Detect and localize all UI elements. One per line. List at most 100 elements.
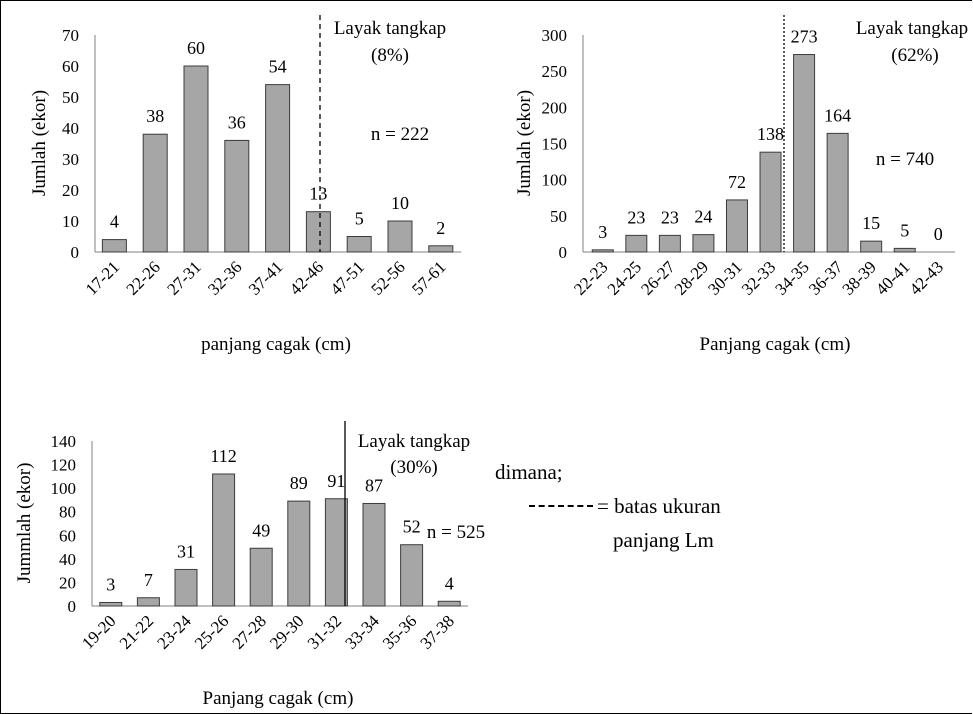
chart3-value-label: 49	[252, 520, 270, 540]
chart1-x-tick-label: 32-36	[204, 257, 245, 298]
chart1-bar	[224, 139, 250, 253]
chart1-x-tick-label: 17-21	[82, 257, 123, 298]
chart2-value-label: 3	[598, 222, 607, 242]
chart3-value-label: 3	[106, 574, 115, 594]
chart2-x-tick-label: 24-25	[604, 257, 645, 298]
chart3-y-tick-label: 100	[51, 479, 77, 498]
chart3-y-tick-label: 20	[59, 573, 76, 592]
chart2-x-tick-label: 30-31	[704, 257, 745, 298]
legend-entry: = batas ukuran	[597, 494, 721, 518]
chart1-bar	[183, 65, 209, 253]
chart2-y-axis-title: Jumlah (ekor)	[514, 90, 535, 196]
chart3-bar	[362, 502, 386, 607]
chart2-x-tick-label: 32-33	[738, 257, 779, 298]
chart3-y-tick-label: 40	[59, 550, 76, 569]
chart2-bar	[725, 199, 748, 253]
chart1-y-tick-label: 50	[62, 88, 79, 107]
chart1-y-tick-label: 10	[62, 212, 79, 231]
chart1-x-tick-label: 22-26	[123, 257, 164, 298]
chart2-x-tick-label: 22-23	[570, 257, 611, 298]
chart3-y-tick-label: 60	[59, 526, 76, 545]
legend: dimana; = batas ukuran panjang Lm	[495, 455, 721, 557]
chart2-value-label: 0	[934, 224, 943, 244]
chart3-value-label: 4	[445, 573, 454, 593]
chart2-x-tick-label: 40-41	[872, 257, 913, 298]
chart2-value-label: 23	[627, 207, 645, 227]
chart2-value-label: 15	[862, 213, 880, 233]
chart3-x-tick-label: 37-38	[417, 611, 458, 652]
chart1-bar	[142, 133, 168, 253]
chart2-value-label: 164	[824, 105, 851, 125]
chart1-bar	[265, 84, 291, 253]
chart2-x-axis-title: Panjang cagak (cm)	[700, 334, 851, 355]
chart1-value-label: 13	[309, 184, 327, 204]
chart2-value-label: 138	[757, 124, 784, 144]
chart2-value-label: 273	[791, 27, 818, 47]
chart1-n-label: n = 222	[371, 124, 429, 145]
chart3-x-tick-label: 27-28	[229, 611, 270, 652]
chart2-bar	[826, 132, 849, 253]
chart1-x-axis-title: panjang cagak (cm)	[201, 334, 351, 355]
chart1-value-label: 38	[146, 106, 164, 126]
chart2-bar	[658, 234, 681, 253]
chart1-bar	[428, 245, 454, 253]
chart1-y-tick-label: 40	[62, 119, 79, 138]
chart1-bar	[387, 220, 413, 253]
chart1-value-label: 60	[187, 38, 205, 58]
chart2-x-tick-label: 38-39	[839, 257, 880, 298]
chart3-value-label: 52	[403, 517, 421, 537]
chart3-bar	[249, 547, 273, 607]
chart1-value-label: 2	[436, 218, 445, 238]
chart2-layak-label: Layak tangkap	[856, 18, 968, 39]
chart2-x-tick-label: 26-27	[637, 257, 679, 299]
chart2-x-tick-label: 42-43	[906, 257, 947, 298]
chart2-bar	[860, 240, 883, 253]
chart2-bar	[793, 54, 816, 253]
chart1-value-label: 36	[228, 112, 246, 132]
chart1-value-label: 4	[110, 212, 119, 232]
chart2-x-tick-label: 34-35	[771, 257, 812, 298]
chart2-y-tick-label: 150	[542, 135, 568, 154]
chart2-value-label: 5	[900, 220, 909, 240]
chart1-bar	[101, 239, 127, 253]
chart2-bar	[591, 249, 614, 253]
chart1-y-tick-label: 60	[62, 57, 79, 76]
chart3-bar	[400, 544, 424, 607]
chart3-value-label: 112	[210, 446, 236, 466]
legend-entry-cont: panjang Lm	[613, 528, 714, 552]
chart1-x-tick-label: 47-51	[327, 257, 368, 298]
chart1-y-axis-title: Jumlah (ekor)	[29, 90, 50, 196]
chart2-n-label: n = 740	[876, 149, 934, 170]
chart3-x-tick-label: 33-34	[341, 611, 383, 653]
chart3-y-tick-label: 140	[51, 432, 77, 451]
chart2-y-tick-label: 250	[542, 62, 568, 81]
chart3-layak-label: Layak tangkap	[358, 431, 470, 452]
chart3-x-tick-label: 35-36	[379, 611, 420, 652]
chart2-x-tick-label: 28-29	[671, 257, 712, 298]
chart3-value-label: 89	[290, 473, 308, 493]
chart3-bar	[324, 498, 348, 607]
chart2-value-label: 72	[728, 172, 746, 192]
chart2-value-label: 23	[661, 207, 679, 227]
chart1-y-tick-label: 30	[62, 150, 79, 169]
chart3-bar	[437, 600, 461, 607]
chart3-x-tick-label: 21-22	[116, 611, 157, 652]
chart1-x-tick-label: 27-31	[163, 257, 204, 298]
chart3-layak-percent: (30%)	[390, 457, 437, 478]
chart3-y-tick-label: 120	[51, 456, 77, 475]
legend-title: dimana;	[495, 460, 563, 484]
chart2-y-tick-label: 100	[542, 171, 568, 190]
chart1-x-tick-label: 52-56	[367, 257, 408, 298]
chart3-value-label: 91	[327, 471, 345, 491]
chart2-y-tick-label: 200	[542, 98, 568, 117]
chart1-x-tick-label: 57-61	[408, 257, 449, 298]
chart3-n-label: n = 525	[427, 522, 485, 543]
chart3-bar	[99, 601, 123, 607]
chart2-y-tick-label: 0	[559, 243, 568, 262]
chart2-bar	[625, 234, 648, 253]
chart2-y-tick-label: 50	[550, 207, 567, 226]
chart3-x-tick-label: 25-26	[191, 611, 232, 652]
chart3-x-axis-title: Panjang cagak (cm)	[203, 688, 354, 709]
chart2-x-tick-label: 36-37	[805, 257, 847, 299]
chart2-layak-percent: (62%)	[891, 45, 938, 66]
